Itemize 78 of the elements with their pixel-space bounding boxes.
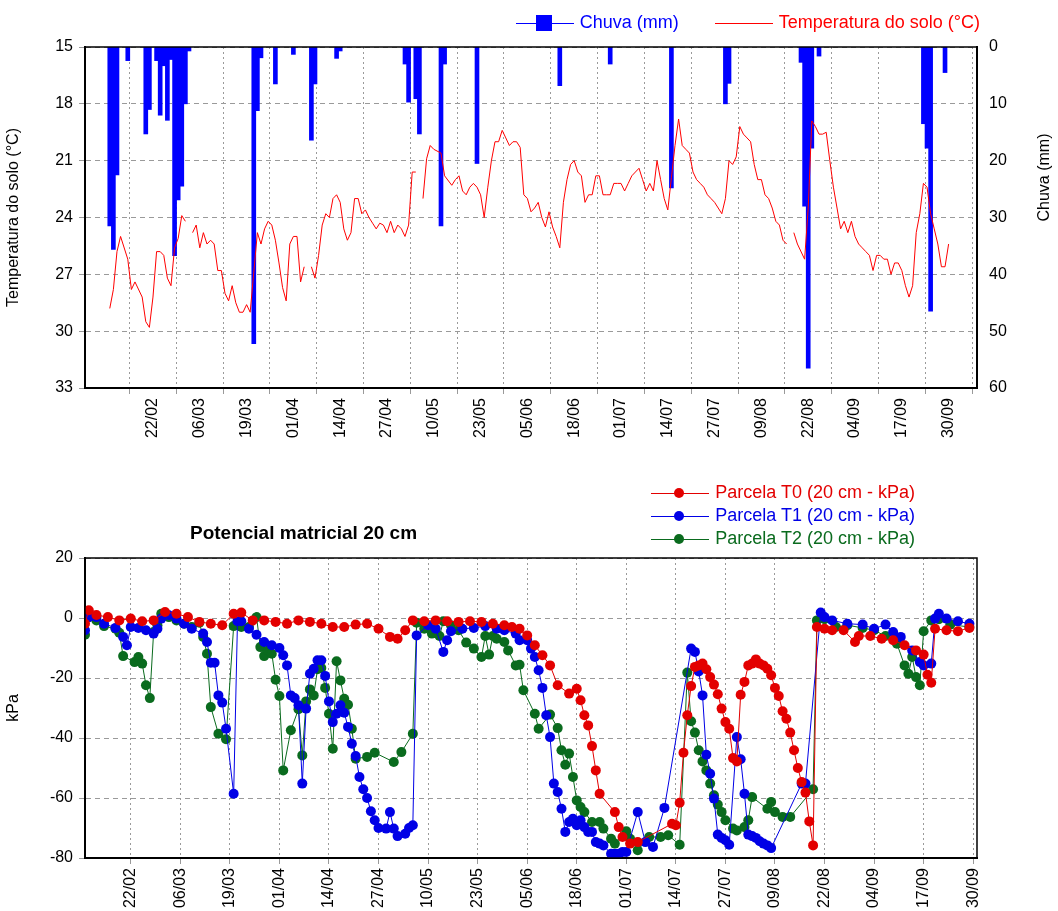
x-tick-label: 17/09 xyxy=(914,867,932,909)
bar xyxy=(417,47,422,135)
bar xyxy=(309,47,314,141)
bar xyxy=(273,47,278,85)
x-tick-label: 27/07 xyxy=(705,397,723,439)
x-tick-label: 10/05 xyxy=(418,867,436,909)
x-tick-label: 14/04 xyxy=(330,397,348,439)
x-tick-label: 19/03 xyxy=(236,397,254,439)
bar xyxy=(165,47,170,121)
y2-tick-label: 10 xyxy=(989,94,1007,112)
x-tick-label: 01/07 xyxy=(616,867,634,909)
y2-axis-title: Chuva (mm) xyxy=(1035,133,1053,222)
y-tick-label: -80 xyxy=(49,848,74,866)
y-axis-title: Temperatura do solo (°C) xyxy=(4,128,22,307)
x-tick-label: 05/06 xyxy=(517,397,535,439)
x-tick-label: 18/06 xyxy=(567,867,585,909)
bar xyxy=(251,47,257,344)
x-tick-label: 09/08 xyxy=(751,397,769,439)
x-tick-label: 22/08 xyxy=(814,867,832,909)
chart-title: Potencial matricial 20 cm xyxy=(190,522,418,544)
x-tick-label: 18/06 xyxy=(564,397,582,439)
x-tick-label: 30/09 xyxy=(939,397,957,439)
y-tick-label: 18 xyxy=(55,94,74,112)
legend-label: Parcela T0 (20 cm - kPa) xyxy=(715,482,915,503)
bar xyxy=(607,47,613,65)
x-tick-label: 27/07 xyxy=(715,867,733,909)
x-tick-label: 01/04 xyxy=(269,867,287,909)
y-tick-label: 21 xyxy=(55,151,74,169)
bar xyxy=(557,47,563,86)
legend-label: Parcela T2 (20 cm - kPa) xyxy=(715,528,915,549)
y-axis-title: kPa xyxy=(4,694,22,722)
y2-tick-label: 40 xyxy=(989,264,1007,282)
y2-tick-label: 0 xyxy=(989,37,998,55)
y-tick-label: 27 xyxy=(55,264,74,282)
x-tick-label: 22/02 xyxy=(121,867,139,909)
y2-tick-label: 60 xyxy=(989,378,1007,396)
bar xyxy=(125,47,131,61)
y-tick-label: -20 xyxy=(49,668,74,686)
x-tick-label: 06/03 xyxy=(190,397,208,439)
x-tick-label: 09/08 xyxy=(765,867,783,909)
x-tick-label: 19/03 xyxy=(220,867,238,909)
x-tick-label: 22/08 xyxy=(798,397,816,439)
x-tick-label: 22/02 xyxy=(143,397,161,439)
y2-tick-label: 20 xyxy=(989,151,1007,169)
x-tick-label: 27/04 xyxy=(368,867,386,909)
x-tick-label: 14/07 xyxy=(666,867,684,909)
x-tick-label: 14/04 xyxy=(319,867,337,909)
y2-tick-label: 50 xyxy=(989,321,1007,339)
y-tick-label: 0 xyxy=(64,608,74,626)
x-tick-label: 05/06 xyxy=(517,867,535,909)
y-tick-label: 24 xyxy=(55,207,74,225)
x-tick-label: 30/09 xyxy=(963,867,981,909)
y-tick-label: 33 xyxy=(55,378,74,396)
y-tick-label: -60 xyxy=(49,788,74,806)
y-tick-label: 15 xyxy=(55,37,74,55)
x-tick-label: 06/03 xyxy=(170,867,188,909)
x-tick-label: 14/07 xyxy=(658,397,676,439)
x-tick-label: 10/05 xyxy=(424,397,442,439)
x-tick-label: 04/09 xyxy=(864,867,882,909)
x-tick-label: 01/04 xyxy=(283,397,301,439)
bar xyxy=(334,47,339,59)
y-tick-label: 20 xyxy=(55,548,74,566)
x-tick-label: 27/04 xyxy=(377,397,395,439)
legend-label: Temperatura do solo (°C) xyxy=(778,12,980,33)
y-tick-label: 30 xyxy=(55,321,74,339)
legend-label: Parcela T1 (20 cm - kPa) xyxy=(715,505,915,526)
x-tick-label: 17/09 xyxy=(892,397,910,439)
x-tick-label: 23/05 xyxy=(468,867,486,909)
x-tick-label: 23/05 xyxy=(471,397,488,439)
bar xyxy=(669,47,674,189)
bar xyxy=(928,47,933,312)
y2-tick-label: 30 xyxy=(989,207,1007,225)
legend-label: Chuva (mm) xyxy=(579,12,679,33)
y-tick-label: -40 xyxy=(49,728,74,746)
x-tick-label: 01/07 xyxy=(611,397,629,439)
bar xyxy=(406,47,411,103)
bar xyxy=(291,47,296,55)
x-tick-label: 04/09 xyxy=(845,397,863,439)
